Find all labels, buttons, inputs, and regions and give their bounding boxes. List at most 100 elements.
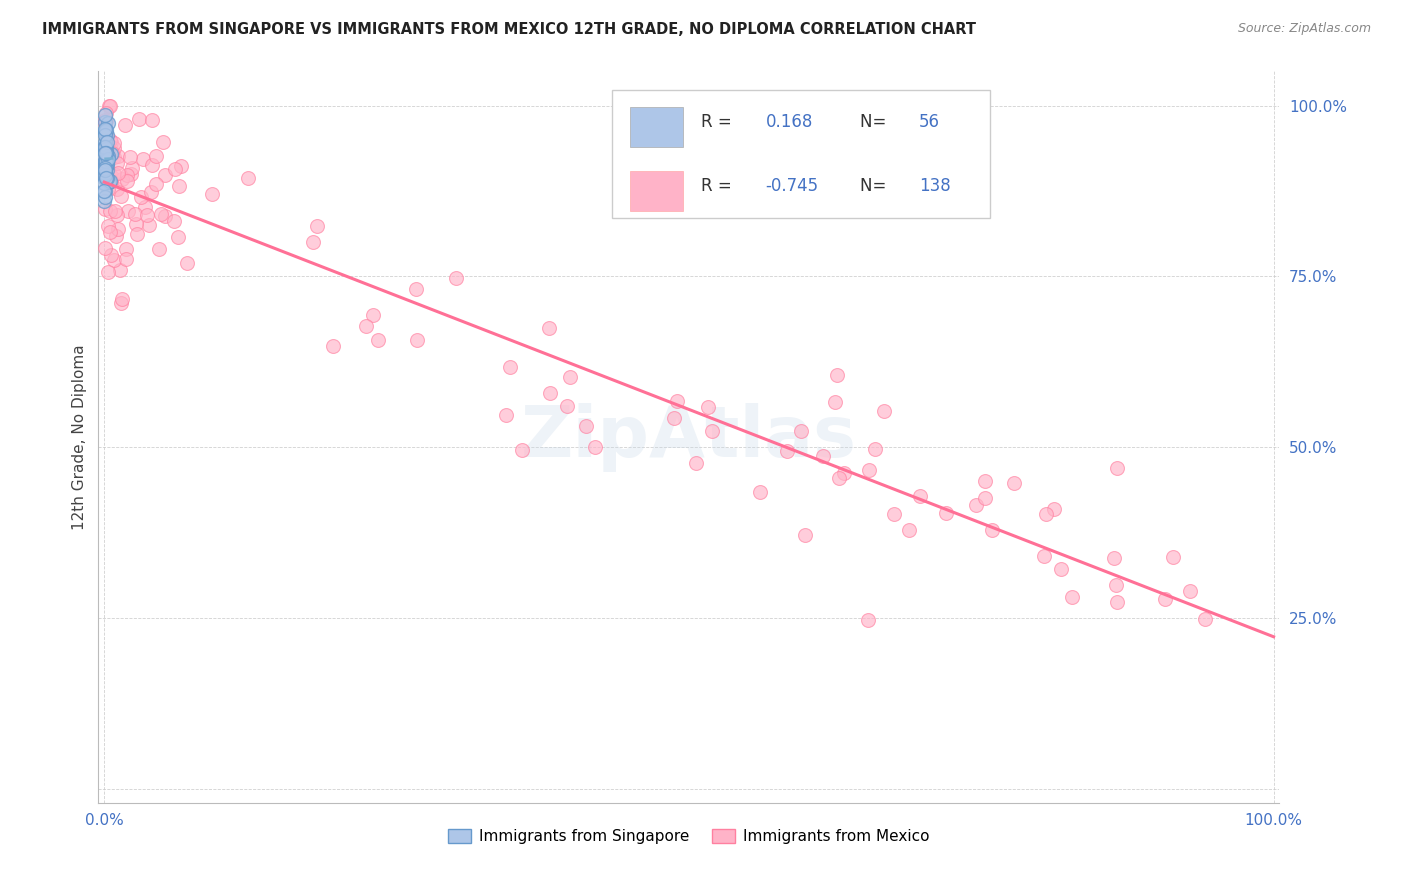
Point bbox=[94, 153, 117, 168]
Point bbox=[139, 185, 162, 199]
Point bbox=[94, 140, 117, 154]
Point bbox=[94, 163, 117, 178]
Point bbox=[167, 178, 190, 193]
Point bbox=[94, 161, 117, 175]
Point bbox=[354, 319, 377, 334]
Point bbox=[111, 171, 134, 186]
Point bbox=[132, 152, 155, 166]
Point bbox=[94, 138, 117, 153]
Point bbox=[94, 136, 117, 150]
Point bbox=[103, 167, 125, 181]
FancyBboxPatch shape bbox=[612, 89, 990, 218]
Point bbox=[685, 456, 707, 470]
Point bbox=[152, 135, 174, 149]
Point bbox=[94, 159, 117, 173]
Text: N=: N= bbox=[860, 177, 891, 194]
Point bbox=[1180, 583, 1202, 598]
Point bbox=[1105, 578, 1128, 592]
Point bbox=[537, 321, 560, 335]
Point bbox=[828, 471, 851, 485]
Point bbox=[120, 167, 142, 181]
Point bbox=[141, 158, 163, 172]
Point bbox=[101, 146, 124, 161]
Point bbox=[1002, 476, 1025, 491]
Point bbox=[1060, 590, 1083, 604]
Point bbox=[96, 154, 118, 169]
Point bbox=[748, 484, 770, 499]
Point bbox=[108, 263, 131, 277]
Point bbox=[169, 159, 191, 173]
Point bbox=[93, 123, 115, 137]
Point bbox=[405, 283, 427, 297]
Point bbox=[96, 135, 118, 149]
Point bbox=[96, 114, 118, 128]
Point bbox=[897, 523, 920, 537]
Point bbox=[575, 418, 598, 433]
Text: ZipAtlas: ZipAtlas bbox=[522, 402, 856, 472]
Point bbox=[96, 157, 118, 171]
Point bbox=[883, 508, 905, 522]
Point bbox=[201, 186, 224, 201]
Point bbox=[94, 190, 117, 204]
Point bbox=[1154, 592, 1177, 607]
Point bbox=[98, 138, 121, 153]
Point bbox=[974, 491, 997, 506]
Text: IMMIGRANTS FROM SINGAPORE VS IMMIGRANTS FROM MEXICO 12TH GRADE, NO DIPLOMA CORRE: IMMIGRANTS FROM SINGAPORE VS IMMIGRANTS … bbox=[42, 22, 976, 37]
Point bbox=[115, 168, 138, 182]
Point bbox=[148, 242, 170, 256]
Point bbox=[176, 256, 198, 270]
Point bbox=[811, 449, 834, 463]
Point bbox=[863, 442, 886, 457]
Point bbox=[98, 203, 121, 218]
Point bbox=[150, 207, 173, 221]
Point bbox=[825, 368, 848, 383]
Point bbox=[98, 174, 121, 188]
Point bbox=[499, 360, 522, 375]
Text: Source: ZipAtlas.com: Source: ZipAtlas.com bbox=[1237, 22, 1371, 36]
Point bbox=[96, 163, 118, 178]
Text: N=: N= bbox=[860, 112, 891, 130]
Point bbox=[700, 425, 723, 439]
Point bbox=[856, 613, 879, 627]
Legend: Immigrants from Singapore, Immigrants from Mexico: Immigrants from Singapore, Immigrants fr… bbox=[443, 822, 935, 850]
Point bbox=[94, 160, 117, 174]
Point bbox=[361, 308, 384, 322]
Point bbox=[104, 203, 127, 218]
Point bbox=[107, 222, 129, 236]
Point bbox=[94, 156, 117, 170]
Point bbox=[94, 143, 117, 157]
Point bbox=[94, 202, 117, 217]
Point bbox=[134, 200, 156, 214]
Point bbox=[105, 182, 128, 196]
Point bbox=[115, 243, 138, 257]
Point bbox=[100, 136, 122, 150]
Point bbox=[858, 463, 880, 477]
Point bbox=[94, 114, 117, 128]
Point bbox=[94, 172, 117, 186]
Point bbox=[124, 207, 146, 221]
Point bbox=[98, 225, 121, 239]
Point bbox=[96, 154, 118, 169]
Point bbox=[93, 184, 115, 198]
Point bbox=[107, 166, 129, 180]
Point bbox=[98, 98, 121, 112]
Point bbox=[97, 182, 120, 196]
Point bbox=[128, 112, 150, 127]
Point bbox=[114, 118, 136, 132]
Text: 0.168: 0.168 bbox=[766, 112, 813, 130]
FancyBboxPatch shape bbox=[630, 171, 683, 211]
Point bbox=[1104, 551, 1126, 566]
Point bbox=[103, 253, 125, 268]
Point bbox=[1035, 507, 1057, 521]
Point bbox=[111, 293, 134, 307]
Point bbox=[94, 148, 117, 162]
Point bbox=[93, 149, 115, 163]
Point bbox=[163, 214, 186, 228]
Point bbox=[125, 218, 148, 232]
Point bbox=[1042, 502, 1064, 516]
Point bbox=[790, 424, 813, 438]
Point bbox=[910, 489, 932, 503]
Point bbox=[110, 296, 132, 310]
Point bbox=[97, 116, 120, 130]
Point bbox=[94, 122, 117, 136]
